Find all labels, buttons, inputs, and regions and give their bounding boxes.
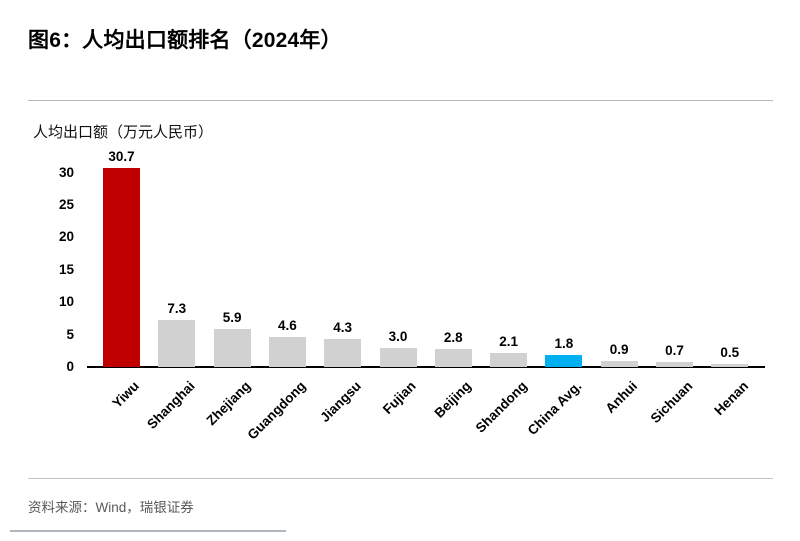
x-axis-label: Shanghai xyxy=(144,378,198,432)
y-axis-tick: 30 xyxy=(58,164,74,180)
x-axis-label: Shandong xyxy=(472,378,530,436)
x-axis-label: China Avg. xyxy=(525,378,585,439)
x-axis-label: Jiangsu xyxy=(316,378,364,425)
bar-shandong xyxy=(490,353,528,367)
bar-value-label: 4.3 xyxy=(333,320,353,336)
bar-anhui xyxy=(600,361,638,367)
bar-value-label: 2.8 xyxy=(443,329,463,345)
y-axis-tick: 0 xyxy=(66,359,74,374)
y-axis-tick: 25 xyxy=(58,196,74,212)
y-axis-tick: 5 xyxy=(66,326,74,342)
bar-value-label: 7.3 xyxy=(167,300,187,316)
bar-fujian xyxy=(379,347,417,367)
bottom-border-line xyxy=(10,530,286,532)
bar-zhejiang xyxy=(213,328,251,367)
bar-henan xyxy=(711,363,749,367)
bar-china-avg xyxy=(545,355,583,367)
y-axis-tick: 10 xyxy=(58,294,74,310)
bar-jiangsu xyxy=(324,339,362,367)
y-axis-tick: 20 xyxy=(58,229,74,245)
y-axis-title: 人均出口额（万元人民币） xyxy=(33,124,214,141)
bar-shanghai xyxy=(158,319,196,367)
bar-value-label: 5.9 xyxy=(222,309,242,325)
bar-value-label: 0.7 xyxy=(665,343,684,359)
bar-value-label: 3.0 xyxy=(388,328,408,344)
bar-value-label: 4.6 xyxy=(278,318,297,334)
x-axis-label: Sichuan xyxy=(647,378,696,427)
title-divider xyxy=(28,100,773,101)
x-axis-label: Zhejiang xyxy=(203,378,254,429)
x-axis-label: Beijing xyxy=(431,378,475,421)
x-axis-label: Henan xyxy=(710,378,751,419)
x-axis-line xyxy=(87,366,765,368)
bar-value-label: 1.8 xyxy=(554,336,574,352)
y-axis-tick: 15 xyxy=(58,261,74,277)
bar-sichuan xyxy=(656,362,693,367)
bar-value-label: 2.1 xyxy=(499,334,518,350)
x-axis-label: Anhui xyxy=(602,378,641,416)
source-note: 资料来源：Wind，瑞银证券 xyxy=(28,500,194,515)
x-axis-label: Yiwu xyxy=(109,378,143,411)
bar-value-label: 30.7 xyxy=(108,149,135,164)
bar-yiwu xyxy=(103,168,140,367)
figure-title: 图6：人均出口额排名（2024年） xyxy=(28,29,342,52)
footer-divider xyxy=(28,478,773,479)
x-axis-label: Fujian xyxy=(380,378,419,418)
bar-beijing xyxy=(434,348,472,367)
bar-value-label: 0.5 xyxy=(720,344,740,360)
x-axis-label: Guangdong xyxy=(244,378,309,443)
bar-guangdong xyxy=(268,337,306,367)
bar-value-label: 0.9 xyxy=(609,342,629,358)
